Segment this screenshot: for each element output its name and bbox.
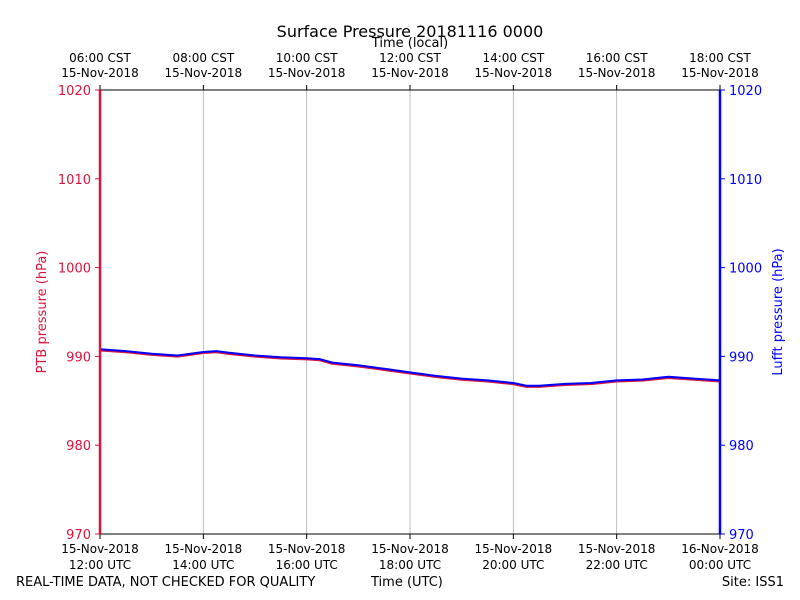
top-x-tick-time: 16:00 CST xyxy=(586,51,648,65)
right-y-tick-label-1020: 1020 xyxy=(729,84,762,99)
bottom-x-tick-date: 16-Nov-2018 xyxy=(681,542,759,556)
left-y-axis-label: PTB pressure (hPa) xyxy=(35,251,50,374)
bottom-x-tick-time: 14:00 UTC xyxy=(172,558,234,572)
bottom-x-tick-time: 16:00 UTC xyxy=(276,558,338,572)
bottom-axis-label: Time (UTC) xyxy=(371,575,443,590)
right-y-tick-label-970: 970 xyxy=(729,528,754,543)
right-y-axis-label: Lufft pressure (hPa) xyxy=(771,248,786,375)
bottom-x-tick-time: 22:00 UTC xyxy=(586,558,648,572)
top-x-tick-time: 14:00 CST xyxy=(482,51,544,65)
series-line-lufft xyxy=(99,348,721,387)
tick-layer: 970 970 980 980 990 990 1000 1000 1010 1010 1020 10… xyxy=(58,51,762,572)
top-x-tick-time: 06:00 CST xyxy=(69,51,131,65)
bottom-x-tick-date: 15-Nov-2018 xyxy=(165,542,243,556)
left-y-tick-label-1010: 1010 xyxy=(58,173,91,188)
bottom-x-tick-date: 15-Nov-2018 xyxy=(578,542,656,556)
left-y-tick-label-1000: 1000 xyxy=(58,262,91,277)
site-label: Site: ISS1 xyxy=(721,575,784,590)
series-layer xyxy=(99,348,721,388)
top-x-tick-date: 15-Nov-2018 xyxy=(268,66,346,80)
bottom-x-tick-date: 15-Nov-2018 xyxy=(371,542,449,556)
left-y-tick-label-980: 980 xyxy=(66,439,91,454)
bottom-x-tick-time: 20:00 UTC xyxy=(482,558,544,572)
top-x-tick-date: 15-Nov-2018 xyxy=(61,66,139,80)
right-y-tick-label-1010: 1010 xyxy=(729,173,762,188)
bottom-x-tick-time: 18:00 UTC xyxy=(379,558,441,572)
bottom-x-tick-date: 15-Nov-2018 xyxy=(475,542,553,556)
top-x-tick-date: 15-Nov-2018 xyxy=(681,66,759,80)
chart-title: Surface Pressure 20181116 0000 xyxy=(277,22,544,41)
top-x-tick-time: 08:00 CST xyxy=(172,51,234,65)
top-x-tick-date: 15-Nov-2018 xyxy=(165,66,243,80)
bottom-x-tick-date: 15-Nov-2018 xyxy=(268,542,346,556)
top-axis-label: Time (local) xyxy=(371,36,448,51)
bottom-x-tick-time: 12:00 UTC xyxy=(69,558,131,572)
top-x-tick-time: 18:00 CST xyxy=(689,51,751,65)
quality-disclaimer: REAL-TIME DATA, NOT CHECKED FOR QUALITY xyxy=(16,575,316,590)
top-x-tick-date: 15-Nov-2018 xyxy=(475,66,553,80)
grid-layer xyxy=(202,90,618,534)
left-y-tick-label-990: 990 xyxy=(66,350,91,365)
bottom-x-tick-time: 00:00 UTC xyxy=(689,558,751,572)
left-y-tick-label-1020: 1020 xyxy=(58,84,91,99)
right-y-tick-label-980: 980 xyxy=(729,439,754,454)
top-x-tick-date: 15-Nov-2018 xyxy=(578,66,656,80)
bottom-x-tick-date: 15-Nov-2018 xyxy=(61,542,139,556)
top-x-tick-time: 12:00 CST xyxy=(379,51,441,65)
left-y-tick-label-970: 970 xyxy=(66,528,91,543)
top-x-tick-time: 10:00 CST xyxy=(276,51,338,65)
top-x-tick-date: 15-Nov-2018 xyxy=(371,66,449,80)
right-y-tick-label-1000: 1000 xyxy=(729,262,762,277)
right-y-tick-label-990: 990 xyxy=(729,350,754,365)
